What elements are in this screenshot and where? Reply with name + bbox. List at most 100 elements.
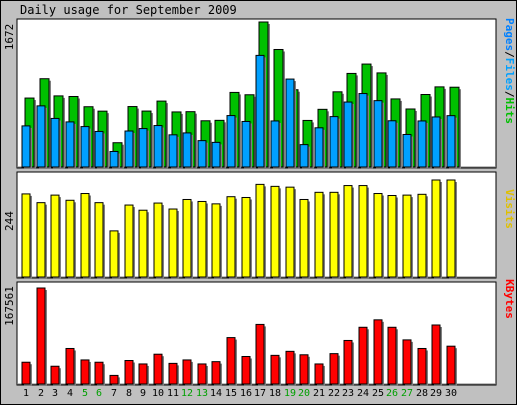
day-label-1: 1 bbox=[22, 388, 30, 399]
day-label-9: 9 bbox=[139, 388, 147, 399]
files-bar-day-25 bbox=[373, 100, 383, 168]
kbytes-bar-day-5 bbox=[80, 359, 90, 385]
legend-sep-1: / bbox=[503, 51, 516, 58]
day-label-17: 17 bbox=[253, 388, 267, 399]
visits-bar-day-11 bbox=[168, 208, 178, 278]
day-label-10: 10 bbox=[151, 388, 165, 399]
kbytes-bar-day-12 bbox=[182, 359, 192, 385]
visits-bar-day-9 bbox=[138, 209, 148, 278]
visits-bar-day-20 bbox=[299, 198, 309, 278]
kbytes-bar-day-2 bbox=[36, 287, 46, 385]
files-bar-day-28 bbox=[417, 120, 427, 168]
visits-bar-day-5 bbox=[80, 193, 90, 278]
kbytes-bar-day-23 bbox=[343, 339, 353, 385]
files-bar-day-11 bbox=[168, 134, 178, 168]
visits-bar-day-17 bbox=[255, 183, 265, 278]
legend-sep-2: / bbox=[503, 90, 516, 98]
kbytes-bar-day-26 bbox=[387, 326, 397, 385]
day-label-6: 6 bbox=[95, 388, 103, 399]
day-label-3: 3 bbox=[51, 388, 59, 399]
visits-panel-ymax: 244 bbox=[3, 211, 16, 231]
kbytes-bar-day-11 bbox=[168, 362, 178, 385]
files-bar-day-23 bbox=[343, 101, 353, 168]
day-label-30: 30 bbox=[444, 388, 458, 399]
legend-visits: Visits bbox=[503, 189, 516, 229]
page-title: Daily usage for September 2009 bbox=[20, 3, 237, 17]
kbytes-bar-day-30 bbox=[446, 345, 456, 385]
day-label-2: 2 bbox=[37, 388, 45, 399]
files-bar-day-22 bbox=[329, 116, 339, 168]
visits-bar-day-10 bbox=[153, 202, 163, 278]
files-bar-day-18 bbox=[270, 120, 280, 168]
hits-panel-legend: Pages/Files/Hits bbox=[502, 18, 516, 125]
files-bar-day-8 bbox=[124, 130, 134, 168]
visits-bar-day-4 bbox=[65, 199, 75, 278]
files-bar-day-2 bbox=[36, 105, 46, 168]
day-label-12: 12 bbox=[180, 388, 194, 399]
visits-bar-day-13 bbox=[197, 200, 207, 278]
visits-bar-day-26 bbox=[387, 195, 397, 278]
legend-pages: Pages bbox=[503, 18, 516, 52]
files-bar-day-16 bbox=[241, 120, 251, 168]
files-bar-day-20 bbox=[299, 144, 309, 168]
day-label-11: 11 bbox=[166, 388, 180, 399]
kbytes-bar-day-25 bbox=[373, 319, 383, 385]
files-bar-day-7 bbox=[109, 150, 119, 168]
visits-bar-day-19 bbox=[285, 186, 295, 278]
files-bar-day-1 bbox=[21, 125, 31, 168]
files-bar-day-13 bbox=[197, 140, 207, 168]
day-label-21: 21 bbox=[312, 388, 326, 399]
files-bar-day-24 bbox=[358, 93, 368, 168]
day-label-8: 8 bbox=[125, 388, 133, 399]
visits-bar-day-21 bbox=[314, 191, 324, 278]
files-bar-day-12 bbox=[182, 132, 192, 168]
files-bar-day-17 bbox=[255, 54, 265, 168]
day-label-18: 18 bbox=[268, 388, 282, 399]
files-bar-day-3 bbox=[50, 117, 60, 168]
files-bar-day-6 bbox=[94, 130, 104, 168]
kbytes-bar-day-16 bbox=[241, 355, 251, 385]
files-bar-day-27 bbox=[402, 133, 412, 168]
day-label-4: 4 bbox=[66, 388, 74, 399]
day-label-15: 15 bbox=[224, 388, 238, 399]
day-label-22: 22 bbox=[327, 388, 341, 399]
day-label-14: 14 bbox=[209, 388, 223, 399]
kbytes-bar-day-1 bbox=[21, 361, 31, 385]
kbytes-bar-day-7 bbox=[109, 374, 119, 385]
visits-bar-day-24 bbox=[358, 185, 368, 278]
files-bar-day-10 bbox=[153, 125, 163, 168]
kbytes-bar-day-6 bbox=[94, 361, 104, 385]
visits-bar-day-18 bbox=[270, 185, 280, 278]
visits-bar-day-2 bbox=[36, 202, 46, 278]
kbytes-bar-day-29 bbox=[431, 324, 441, 385]
kbytes-bar-day-28 bbox=[417, 347, 427, 385]
legend-hits: Hits bbox=[503, 97, 516, 125]
hits-panel-ymax: 1672 bbox=[3, 23, 16, 51]
visits-bar-day-16 bbox=[241, 196, 251, 278]
files-bar-day-30 bbox=[446, 115, 456, 168]
day-label-16: 16 bbox=[239, 388, 253, 399]
legend-kbytes: KBytes bbox=[503, 279, 516, 319]
files-bar-day-29 bbox=[431, 116, 441, 168]
day-label-7: 7 bbox=[110, 388, 118, 399]
kbytes-bar-day-27 bbox=[402, 339, 412, 385]
visits-bar-day-12 bbox=[182, 198, 192, 278]
visits-bar-day-3 bbox=[50, 194, 60, 278]
visits-bar-day-28 bbox=[417, 193, 427, 278]
day-label-26: 26 bbox=[385, 388, 399, 399]
kbytes-bar-day-9 bbox=[138, 363, 148, 385]
kbytes-bar-day-10 bbox=[153, 353, 163, 385]
visits-bar-day-22 bbox=[329, 191, 339, 278]
kbytes-bar-day-3 bbox=[50, 365, 60, 385]
visits-bar-day-29 bbox=[431, 179, 441, 278]
files-bar-day-26 bbox=[387, 120, 397, 168]
files-bar-day-19 bbox=[285, 78, 295, 168]
visits-bar-day-25 bbox=[373, 193, 383, 278]
kbytes-bar-day-22 bbox=[329, 353, 339, 385]
files-bar-day-5 bbox=[80, 126, 90, 168]
files-bar-day-14 bbox=[211, 141, 221, 168]
visits-bar-day-1 bbox=[21, 193, 31, 278]
kbytes-bar-day-8 bbox=[124, 360, 134, 385]
kbytes-bar-day-20 bbox=[299, 354, 309, 385]
kbytes-bar-day-19 bbox=[285, 350, 295, 385]
